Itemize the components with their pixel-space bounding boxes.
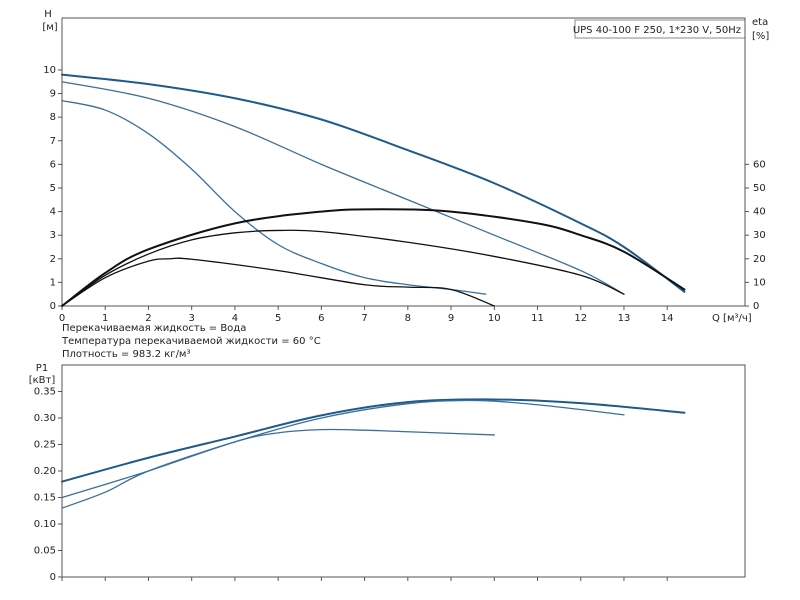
note: Перекачиваемая жидкость = Вода [62, 323, 246, 334]
x-tick-label: 0 [59, 313, 65, 324]
curve [61, 428, 495, 509]
x-label: Q [м³/ч] [712, 313, 752, 324]
curve [61, 99, 487, 295]
curve [61, 73, 686, 293]
x-tick-label: 5 [275, 313, 281, 324]
x-tick-label: 13 [618, 313, 631, 324]
x-tick-label: 10 [488, 313, 501, 324]
x-tick-label: 4 [232, 313, 238, 324]
plot-frame [61, 364, 746, 578]
y-unit: [м] [42, 22, 57, 33]
y-unit: [кВт] [29, 375, 56, 386]
y-label: P1 [36, 363, 48, 374]
x-tick-label: 8 [405, 313, 411, 324]
y-tick-label: 0.25 [34, 440, 56, 451]
x-tick-label: 11 [531, 313, 544, 324]
curve [61, 399, 625, 499]
y2-tick-label: 0 [753, 301, 759, 312]
y2-tick-label: 20 [753, 254, 766, 265]
y-tick-label: 0.30 [34, 413, 56, 424]
curve [61, 398, 686, 483]
note: Плотность = 983.2 кг/м³ [62, 349, 191, 360]
curve [61, 208, 686, 307]
x-tick-label: 2 [145, 313, 151, 324]
y2-tick-label: 30 [753, 230, 766, 241]
y-tick-label: 10 [43, 65, 56, 76]
y-label: H [44, 9, 52, 20]
x-tick-label: 6 [318, 313, 324, 324]
y-tick-label: 6 [50, 159, 56, 170]
y2-tick-label: 40 [753, 207, 766, 218]
y-tick-label: 3 [50, 230, 56, 241]
y-tick-label: 9 [50, 89, 56, 100]
x-tick-label: 3 [188, 313, 194, 324]
y-tick-label: 0.05 [34, 546, 56, 557]
chart-title: UPS 40-100 F 250, 1*230 V, 50Hz [573, 25, 741, 36]
note: Температура перекачиваемой жидкости = 60… [61, 336, 321, 347]
curve [61, 229, 625, 307]
y2-tick-label: 50 [753, 183, 766, 194]
plot-frame [61, 17, 746, 307]
y2-unit: [%] [752, 31, 769, 42]
y-tick-label: 5 [50, 183, 56, 194]
y-tick-label: 0.20 [34, 466, 56, 477]
x-tick-label: 9 [448, 313, 454, 324]
curve [61, 81, 625, 295]
y-tick-label: 0.15 [34, 493, 56, 504]
y2-label: eta [752, 17, 768, 28]
y-tick-label: 8 [50, 112, 56, 123]
y-tick-label: 0 [50, 301, 56, 312]
curve [61, 257, 495, 307]
x-tick-label: 14 [661, 313, 674, 324]
x-tick-label: 1 [102, 313, 108, 324]
y2-tick-label: 10 [753, 277, 766, 288]
y-tick-label: 0.10 [34, 519, 56, 530]
y-tick-label: 2 [50, 254, 56, 265]
x-tick-label: 7 [361, 313, 367, 324]
y-tick-label: 7 [50, 136, 56, 147]
y-tick-label: 1 [50, 277, 56, 288]
y2-tick-label: 60 [753, 159, 766, 170]
y-tick-label: 4 [50, 207, 56, 218]
y-tick-label: 0 [50, 572, 56, 583]
y-tick-label: 0.35 [34, 387, 56, 398]
x-tick-label: 12 [574, 313, 587, 324]
